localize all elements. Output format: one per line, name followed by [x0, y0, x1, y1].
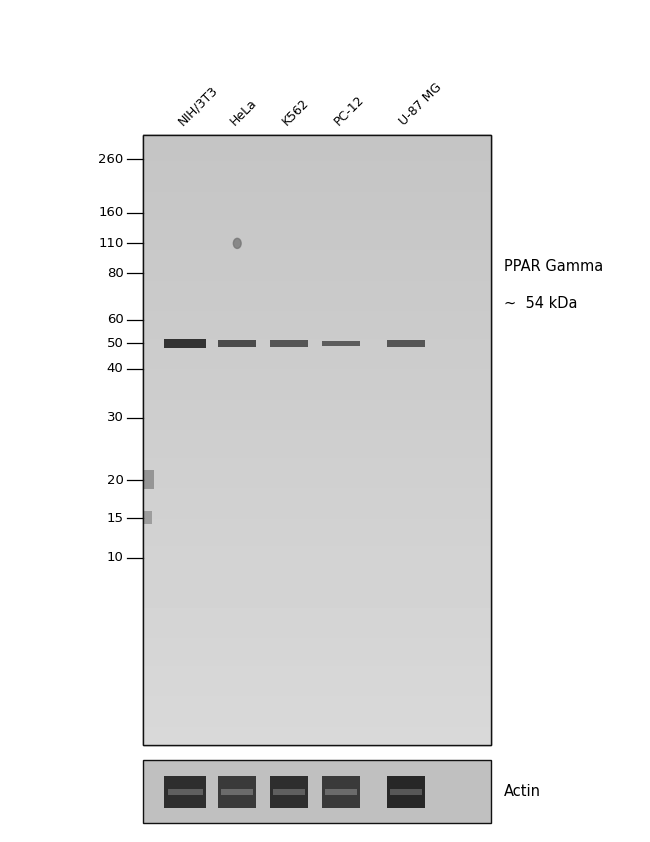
Bar: [144, 471, 154, 489]
Bar: [218, 340, 256, 347]
Circle shape: [233, 238, 241, 248]
Bar: [143, 135, 491, 745]
Bar: [326, 789, 357, 795]
Text: U-87 MG: U-87 MG: [397, 81, 445, 128]
Bar: [270, 340, 308, 347]
Bar: [164, 339, 206, 348]
Text: ~  54 kDa: ~ 54 kDa: [504, 296, 577, 312]
Bar: [270, 340, 308, 347]
Text: 20: 20: [107, 474, 124, 487]
Text: PC-12: PC-12: [332, 93, 367, 128]
Text: 10: 10: [107, 552, 124, 564]
Bar: [322, 340, 360, 346]
Text: HeLa: HeLa: [228, 96, 260, 128]
Bar: [387, 340, 425, 347]
Bar: [387, 340, 425, 347]
Bar: [164, 339, 206, 348]
Bar: [270, 340, 308, 347]
Bar: [144, 511, 152, 524]
Bar: [168, 789, 203, 795]
Bar: [322, 340, 360, 346]
Bar: [270, 340, 308, 347]
Bar: [322, 340, 360, 346]
Bar: [218, 340, 256, 347]
Bar: [164, 339, 206, 348]
Text: PPAR Gamma: PPAR Gamma: [504, 258, 603, 274]
Text: 60: 60: [107, 313, 124, 326]
Text: K562: K562: [280, 96, 312, 128]
Text: 15: 15: [107, 512, 124, 525]
Bar: [322, 776, 360, 808]
Text: Actin: Actin: [504, 784, 541, 799]
Bar: [218, 340, 256, 347]
Text: 110: 110: [98, 237, 124, 250]
Bar: [322, 340, 360, 346]
Bar: [222, 789, 253, 795]
Bar: [143, 760, 491, 823]
Bar: [218, 340, 256, 347]
Bar: [218, 340, 256, 347]
Bar: [164, 339, 206, 348]
Bar: [387, 340, 425, 347]
Bar: [387, 340, 425, 347]
Text: 160: 160: [98, 206, 124, 220]
Bar: [387, 776, 425, 808]
Bar: [218, 340, 256, 347]
Bar: [391, 789, 422, 795]
Text: 40: 40: [107, 362, 124, 375]
Bar: [164, 776, 206, 808]
Bar: [164, 339, 206, 348]
Bar: [274, 789, 305, 795]
Bar: [322, 340, 360, 346]
Text: 30: 30: [107, 412, 124, 424]
Bar: [218, 776, 256, 808]
Text: NIH/3T3: NIH/3T3: [176, 83, 221, 128]
Bar: [270, 776, 308, 808]
Bar: [270, 340, 308, 347]
Bar: [218, 340, 256, 347]
Bar: [270, 340, 308, 347]
Text: 50: 50: [107, 337, 124, 350]
Text: 260: 260: [98, 152, 124, 166]
Bar: [322, 340, 360, 346]
Bar: [164, 339, 206, 348]
Bar: [387, 340, 425, 347]
Bar: [143, 135, 491, 745]
Bar: [270, 340, 308, 347]
Text: 80: 80: [107, 267, 124, 280]
Bar: [387, 340, 425, 347]
Bar: [387, 340, 425, 347]
Bar: [164, 339, 206, 348]
Bar: [322, 340, 360, 346]
